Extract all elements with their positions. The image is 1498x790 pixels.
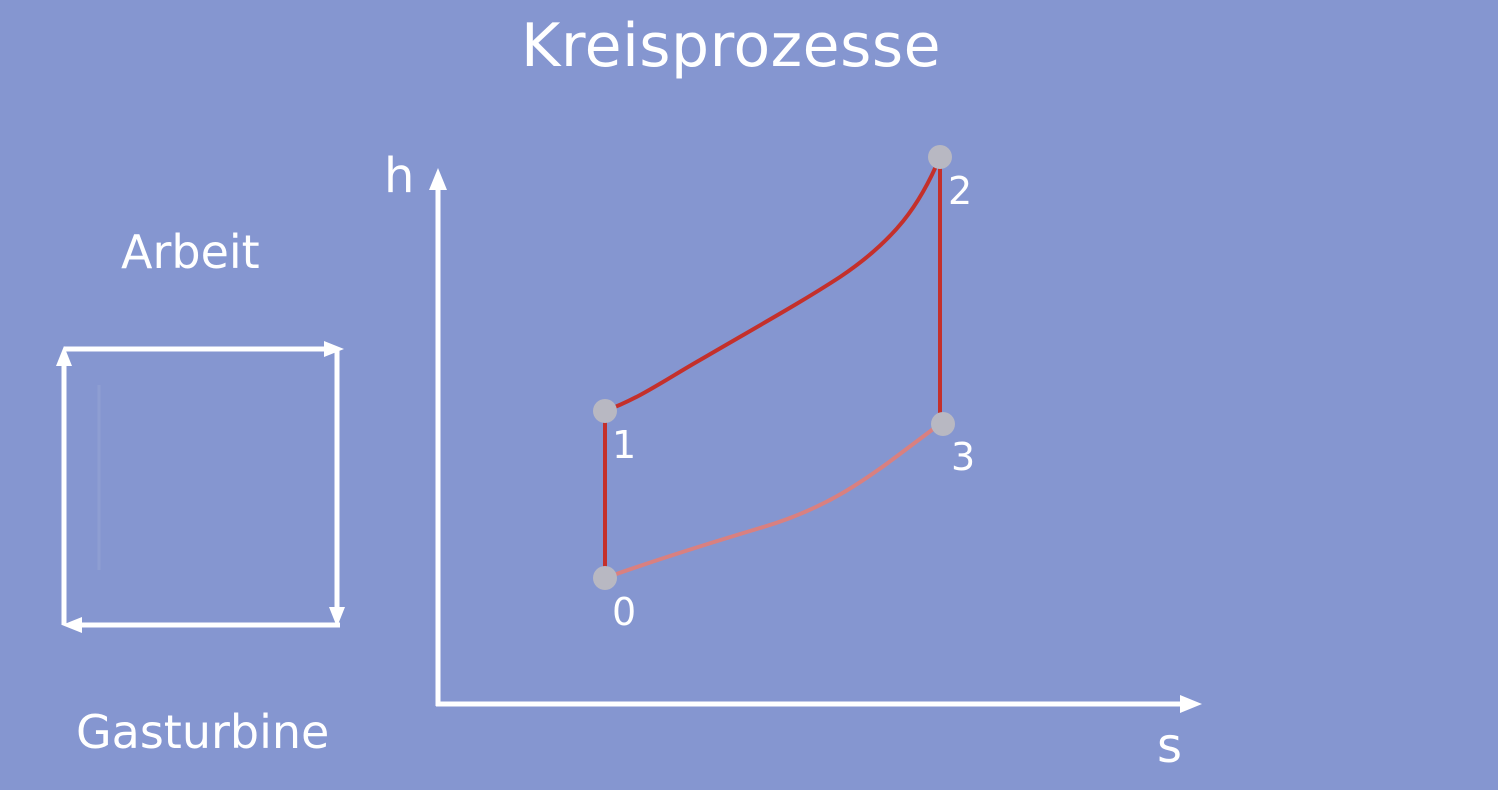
x-axis-label: s [1157, 718, 1182, 774]
state-point-1 [593, 399, 617, 423]
state-point-3 [931, 412, 955, 436]
y-axis-arrowhead [429, 168, 447, 190]
process-1-2 [604, 156, 942, 413]
page-title: Kreisprozesse [520, 11, 942, 81]
work-cycle-arrows-icon [56, 341, 345, 633]
state-label-0: 0 [612, 590, 636, 634]
state-point-0 [593, 566, 617, 590]
state-label-1: 1 [612, 423, 636, 467]
process-3-0 [604, 422, 942, 580]
y-axis-label: h [384, 148, 414, 204]
state-label-2: 2 [948, 169, 972, 213]
work-label: Arbeit [121, 225, 260, 279]
axes [429, 168, 1202, 713]
state-point-2 [928, 145, 952, 169]
x-axis-arrowhead [1180, 695, 1202, 713]
state-label-3: 3 [951, 435, 975, 479]
gas-turbine-label: Gasturbine [76, 705, 330, 759]
